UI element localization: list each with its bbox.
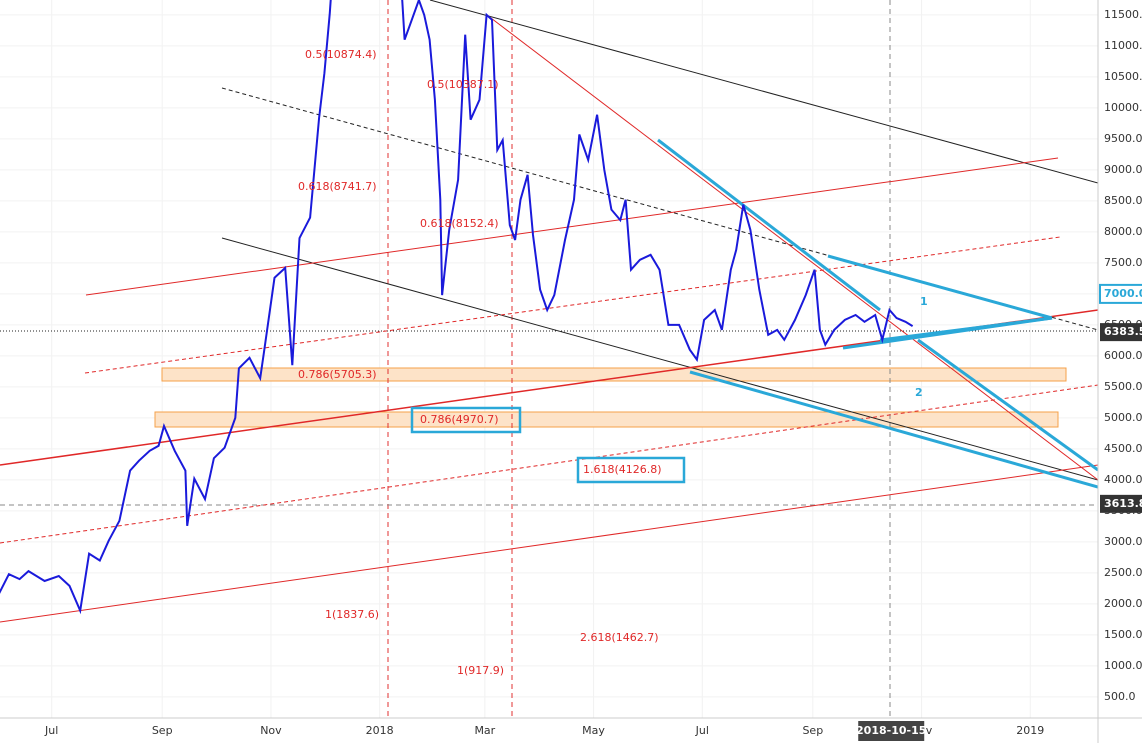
fib-label: 0.618(8741.7) bbox=[298, 180, 377, 193]
y-tick-label: 5000.0 bbox=[1104, 411, 1142, 424]
trendline bbox=[84, 236, 1061, 374]
drawings bbox=[0, 0, 1098, 718]
y-tick-label: 2000.0 bbox=[1104, 597, 1142, 610]
fib-label: 0.618(8152.4) bbox=[420, 217, 499, 230]
fib-label: 1(1837.6) bbox=[325, 608, 379, 621]
y-tick-label: 4000.0 bbox=[1104, 473, 1142, 486]
trendline bbox=[917, 338, 1098, 472]
annotation-box bbox=[576, 456, 686, 484]
y-tick-label: 4500.0 bbox=[1104, 442, 1142, 455]
fib-label: 0.5(10874.4) bbox=[305, 48, 377, 61]
y-tick-label: 8500.0 bbox=[1104, 194, 1142, 207]
fib-label: 0.5(10387.1) bbox=[427, 78, 499, 91]
annotation-box bbox=[410, 406, 522, 434]
wave-label: 2 bbox=[915, 386, 923, 399]
y-tick-label: 1000.0 bbox=[1104, 659, 1142, 672]
trendline bbox=[657, 138, 881, 312]
price-label: 7000.0 bbox=[1104, 287, 1142, 300]
y-tick-label: 6000.0 bbox=[1104, 349, 1142, 362]
y-tick-label: 11000.0 bbox=[1104, 39, 1142, 52]
x-tick-label: 2018 bbox=[366, 724, 394, 737]
y-tick-label: 500.0 bbox=[1104, 690, 1136, 703]
trendline bbox=[486, 14, 1098, 481]
y-tick-label: 5500.0 bbox=[1104, 380, 1142, 393]
x-tick-label: Jul bbox=[44, 724, 58, 737]
y-tick-label: 10000.0 bbox=[1104, 101, 1142, 114]
y-tick-label: 7500.0 bbox=[1104, 256, 1142, 269]
fib-label: 2.618(1462.7) bbox=[580, 631, 659, 644]
trendline bbox=[0, 384, 1098, 544]
trendline bbox=[221, 237, 1098, 481]
y-tick-label: 9500.0 bbox=[1104, 132, 1142, 145]
y-tick-label: 9000.0 bbox=[1104, 163, 1142, 176]
price-label: 3613.8 bbox=[1104, 497, 1142, 510]
trendline bbox=[429, 0, 1098, 184]
price-label-box bbox=[1100, 323, 1142, 342]
fib-label: 0.786(4970.7) bbox=[420, 413, 499, 426]
fib-label: 1.618(4126.8) bbox=[583, 463, 662, 476]
axes: 500.01000.01500.02000.02500.03000.03500.… bbox=[44, 8, 1142, 741]
x-tick-label: Mar bbox=[474, 724, 495, 737]
y-tick-label: 3000.0 bbox=[1104, 535, 1142, 548]
fib-label: 0.786(5705.3) bbox=[298, 368, 377, 381]
x-tick-highlight bbox=[858, 721, 925, 741]
x-tick-label: Sep bbox=[152, 724, 173, 737]
x-tick-label: 2018-10-15 bbox=[856, 724, 926, 737]
fib-label: 1(917.9) bbox=[457, 664, 504, 677]
trendline bbox=[689, 370, 1098, 489]
price-line bbox=[0, 0, 914, 615]
y-tick-label: 10500.0 bbox=[1104, 70, 1142, 83]
series bbox=[0, 0, 914, 615]
y-tick-label: 11500.0 bbox=[1104, 8, 1142, 21]
trendline bbox=[827, 254, 1053, 320]
wave-label: 1 bbox=[920, 295, 928, 308]
x-tick-label: May bbox=[582, 724, 605, 737]
price-label-box bbox=[1099, 283, 1142, 304]
price-label-box bbox=[1100, 494, 1142, 513]
trendline bbox=[85, 157, 1059, 296]
x-tick-label: Jul bbox=[695, 724, 709, 737]
y-tick-label: 1500.0 bbox=[1104, 628, 1142, 641]
x-tick-label: Sep bbox=[802, 724, 823, 737]
blue-lines bbox=[657, 138, 1098, 489]
trendline bbox=[879, 316, 1053, 342]
trendline bbox=[0, 464, 1098, 623]
x-tick-label: 2019 bbox=[1016, 724, 1044, 737]
price-label: 6383.5 bbox=[1104, 325, 1142, 338]
y-tick-label: 2500.0 bbox=[1104, 566, 1142, 579]
y-tick-label: 8000.0 bbox=[1104, 225, 1142, 238]
x-tick-label: Nov bbox=[260, 724, 282, 737]
annotations: 0.5(10874.4) 0.5(10387.1) 0.618(8741.7) 0.6… bbox=[298, 48, 928, 677]
